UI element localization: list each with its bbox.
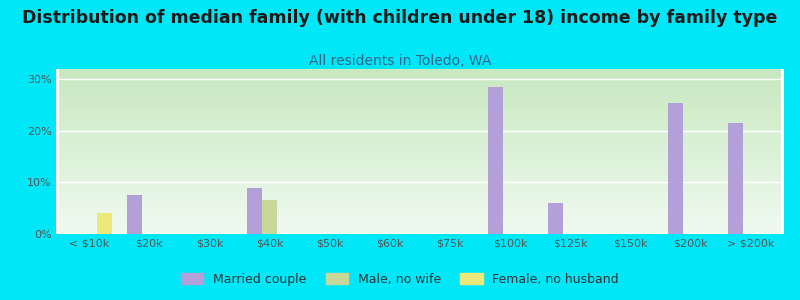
- Bar: [668, 103, 683, 234]
- Bar: [97, 213, 112, 234]
- Text: All residents in Toledo, WA: All residents in Toledo, WA: [309, 54, 491, 68]
- Bar: [488, 87, 502, 234]
- Bar: [548, 203, 563, 234]
- Bar: [247, 188, 262, 234]
- Legend: Married couple, Male, no wife, Female, no husband: Married couple, Male, no wife, Female, n…: [176, 268, 624, 291]
- Bar: [728, 123, 743, 234]
- Text: Distribution of median family (with children under 18) income by family type: Distribution of median family (with chil…: [22, 9, 778, 27]
- Bar: [262, 200, 277, 234]
- Bar: [126, 195, 142, 234]
